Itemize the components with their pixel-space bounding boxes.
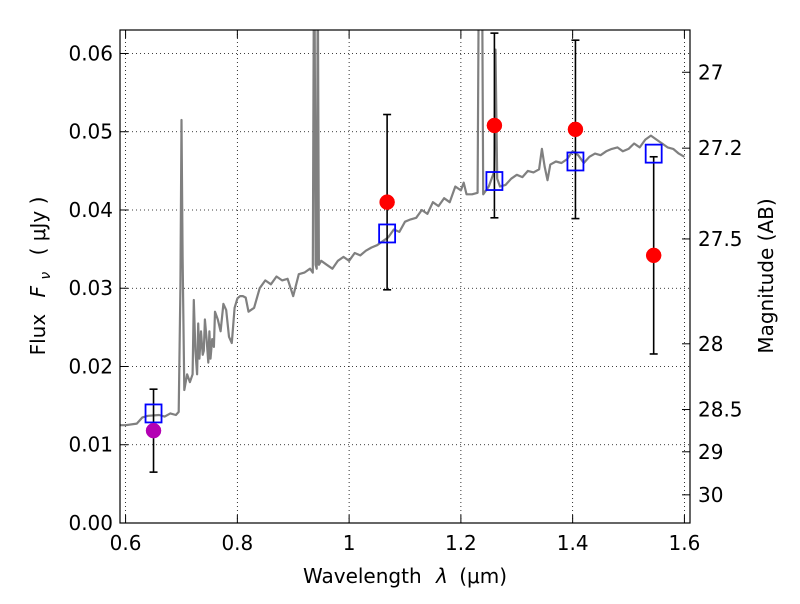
model-photometry-square: [566, 151, 585, 172]
x-axis-label-symbol: λ: [435, 564, 448, 588]
y2-tick-label: 27.5: [698, 227, 743, 251]
y-axis-label-unit: ( μJy ): [26, 197, 50, 256]
y-tick-label: 0.00: [68, 511, 113, 535]
error-bars: [149, 32, 658, 473]
y-axis-label-symbol: F: [26, 285, 50, 297]
y-tick-label: 0.05: [68, 120, 113, 144]
x-axis-label-unit: (μm): [459, 564, 507, 588]
x-tick-label: 0.6: [110, 531, 142, 555]
x-tick-label: 1: [343, 531, 356, 555]
model-photometry-square: [485, 171, 504, 191]
y-tick-label: 0.04: [68, 198, 113, 222]
x-tick-label: 0.8: [221, 531, 253, 555]
model-spectrum-layer: [120, 30, 685, 427]
photometry-points: [144, 117, 663, 439]
y-tick-label: 0.02: [68, 354, 113, 378]
x-tick-label: 1.6: [669, 531, 701, 555]
model-photometry-square: [144, 403, 163, 424]
observed-photometry-point: [567, 121, 584, 138]
y-axis-label-text: Flux: [26, 314, 50, 356]
y-axis-label-subscript: ν: [38, 272, 54, 280]
x-tick-label: 1.4: [557, 531, 589, 555]
model-spectrum-line: [120, 30, 685, 427]
axis-ticks: 0.6 0.8 1 1.2 1.4 1.6 0.00 0.01 0.02 0.03 0.04 0.05…: [68, 30, 743, 555]
model-photometry-square: [644, 143, 663, 164]
observed-photometry-point: [145, 422, 162, 439]
x-tick-label: 1.2: [445, 531, 477, 555]
x-axis-title: Wavelength λ (μm): [303, 564, 507, 588]
y2-tick-label: 30: [698, 483, 723, 507]
y-axis-title: Flux F ν ( μJy ): [26, 197, 55, 356]
y2-tick-label: 28: [698, 332, 723, 356]
x-axis-label-text: Wavelength: [303, 564, 422, 588]
y-tick-label: 0.03: [68, 276, 113, 300]
y2-tick-label: 29: [698, 440, 723, 464]
y2-tick-label: 27.2: [698, 136, 743, 160]
plot-frame: [119, 29, 691, 524]
y-tick-label: 0.01: [68, 433, 113, 457]
y2-tick-label: 28.5: [698, 398, 743, 422]
observed-photometry-point: [486, 117, 503, 134]
model-photometry-square: [378, 223, 397, 244]
observed-photometry-point: [645, 247, 662, 264]
y2-axis-title: Magnitude (AB): [754, 198, 778, 353]
grid: [120, 30, 690, 524]
observed-photometry-point: [379, 194, 395, 210]
y-tick-label: 0.06: [68, 41, 113, 65]
y2-tick-label: 27: [698, 60, 723, 84]
